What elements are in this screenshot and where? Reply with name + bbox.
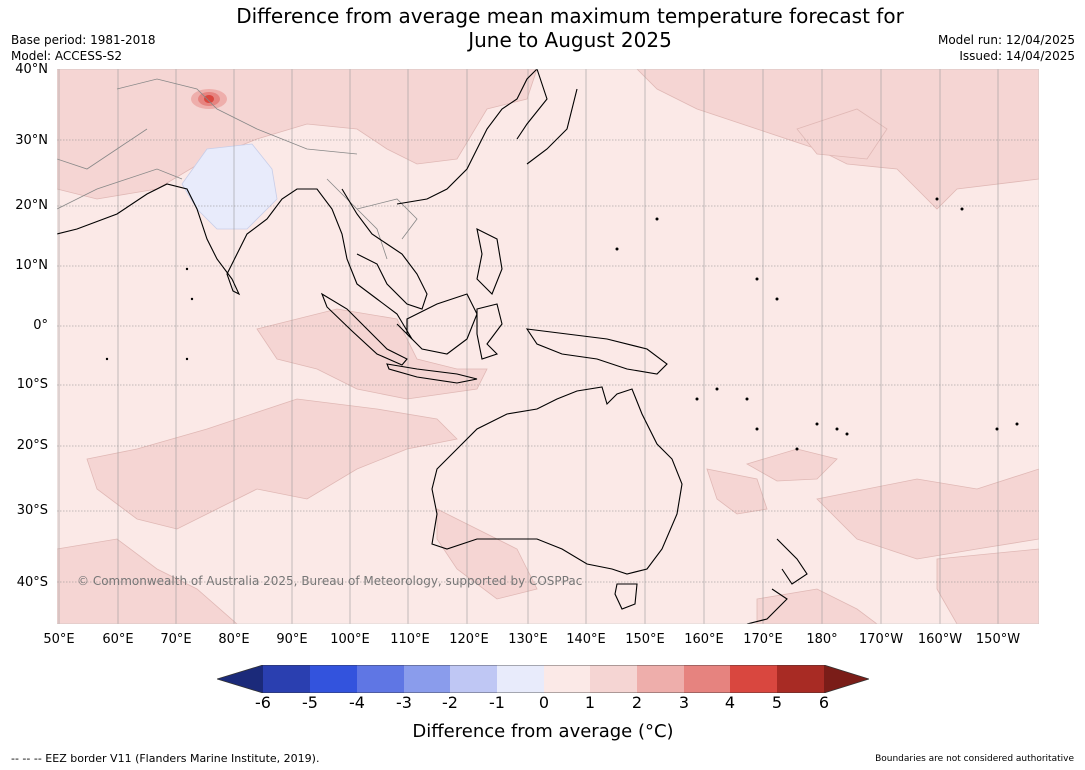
- title-line-1: Difference from average mean maximum tem…: [236, 4, 904, 28]
- lon-label-180: 180°: [806, 632, 838, 647]
- lon-label-150w: 150°W: [975, 632, 1021, 647]
- lat-label-30s: 30°S: [16, 503, 48, 518]
- colorbar-tick: -4: [349, 693, 365, 712]
- lon-label-80e: 80°E: [218, 632, 250, 647]
- colorbar-bin: [590, 665, 637, 693]
- lat-label-0: 0°: [33, 318, 48, 333]
- colorbar-bin: [263, 665, 310, 693]
- coast-java: [386, 363, 478, 384]
- colorbar-tick: -5: [302, 693, 318, 712]
- lat-label-10s: 10°S: [16, 377, 48, 392]
- coast-new-guinea: [525, 328, 668, 375]
- colorbar-tick: 1: [584, 693, 596, 712]
- title-line-2: June to August 2025: [468, 28, 672, 52]
- colorbar-tick: -2: [442, 693, 458, 712]
- lon-label-100e: 100°E: [330, 632, 370, 647]
- coast-new-zealand: [746, 538, 808, 624]
- lon-label-110e: 110°E: [390, 632, 430, 647]
- lat-label-20n: 20°N: [15, 198, 48, 213]
- lon-label-170w: 170°W: [858, 632, 904, 647]
- colorbar-bin: [404, 665, 450, 693]
- colorbar-tick: 0: [538, 693, 550, 712]
- meta-left: Base period: 1981-2018 Model: ACCESS-S2: [11, 32, 156, 64]
- colorbar-tick: 2: [631, 693, 643, 712]
- lon-label-170e: 170°E: [743, 632, 783, 647]
- boundaries-disclaimer: Boundaries are not considered authoritat…: [875, 754, 1074, 764]
- copyright-notice: © Commonwealth of Australia 2025, Bureau…: [77, 574, 583, 588]
- lon-label-50e: 50°E: [43, 632, 75, 647]
- anomaly-regions-1-2: [57, 69, 1039, 624]
- coast-korea-japan: [516, 69, 578, 165]
- colorbar-bin: [544, 665, 590, 693]
- issue-date: Issued: 14/04/2025: [959, 49, 1075, 63]
- eez-border-note: -- -- -- EEZ border V11 (Flanders Marine…: [11, 752, 320, 765]
- lon-label-70e: 70°E: [160, 632, 192, 647]
- lon-label-160w: 160°W: [917, 632, 963, 647]
- colorbar-tick: -3: [396, 693, 412, 712]
- colorbar-bin: [497, 665, 544, 693]
- lon-label-60e: 60°E: [102, 632, 134, 647]
- map-title: Difference from average mean maximum tem…: [0, 4, 1085, 52]
- colorbar-bin: [450, 665, 497, 693]
- lon-label-120e: 120°E: [449, 632, 489, 647]
- lat-label-10n: 10°N: [15, 258, 48, 273]
- colorbar-bin: [730, 665, 777, 693]
- coast-china: [396, 69, 538, 205]
- base-period: Base period: 1981-2018: [11, 33, 156, 47]
- colorbar-extend-high: [824, 665, 869, 693]
- coast-philippines: [476, 228, 503, 295]
- colorbar-bin: [637, 665, 684, 693]
- pacific-islands: [105, 197, 1019, 451]
- colorbar-tick: 6: [818, 693, 830, 712]
- colorbar-title: Difference from average (°C): [412, 721, 674, 742]
- lat-label-40s: 40°S: [16, 575, 48, 590]
- colorbar-tick: -1: [489, 693, 505, 712]
- colorbar-tick: 5: [771, 693, 783, 712]
- coast-australia: [431, 386, 683, 575]
- coastlines: [57, 69, 808, 624]
- colorbar-extend-low: [217, 665, 263, 693]
- colorbar-bin: [684, 665, 730, 693]
- lon-label-140e: 140°E: [566, 632, 606, 647]
- model-run: Model run: 12/04/2025: [937, 33, 1075, 47]
- colorbar-tick: -6: [255, 693, 271, 712]
- lat-label-20s: 20°S: [16, 438, 48, 453]
- lon-label-150e: 150°E: [625, 632, 665, 647]
- colorbar-bin: [310, 665, 357, 693]
- lon-label-90e: 90°E: [276, 632, 308, 647]
- lon-label-130e: 130°E: [508, 632, 548, 647]
- hotspot-anomaly: [183, 85, 235, 113]
- lat-label-30n: 30°N: [15, 133, 48, 148]
- map-plot: [57, 69, 1039, 624]
- coast-sumatra: [320, 292, 408, 366]
- colorbar-bin: [777, 665, 824, 693]
- coast-tasmania: [614, 583, 638, 610]
- lon-label-160e: 160°E: [684, 632, 724, 647]
- meta-right: Model run: 12/04/2025 Issued: 14/04/2025: [938, 32, 1075, 64]
- lat-label-40n: 40°N: [15, 62, 48, 77]
- coast-indochina: [341, 188, 428, 310]
- colorbar: [217, 665, 869, 693]
- coast-borneo: [406, 293, 478, 355]
- coast-sulawesi: [476, 303, 503, 360]
- colorbar-bin: [357, 665, 404, 693]
- coast-arabia-india: [57, 183, 413, 340]
- country-borders: [57, 78, 418, 260]
- meridian-lines: [58, 69, 999, 624]
- model-name: Model: ACCESS-S2: [11, 49, 123, 63]
- anomaly-region-minus1-0: [181, 143, 278, 230]
- colorbar-tick: 4: [724, 693, 736, 712]
- colorbar-tick: 3: [678, 693, 690, 712]
